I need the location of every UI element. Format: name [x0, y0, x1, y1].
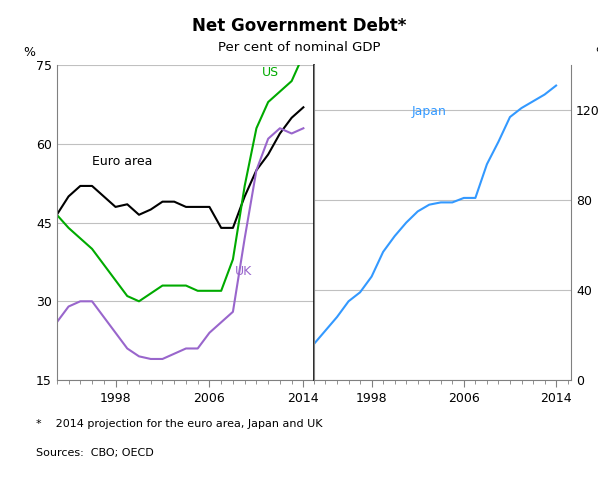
- Text: Euro area: Euro area: [92, 155, 152, 168]
- Text: Per cent of nominal GDP: Per cent of nominal GDP: [218, 41, 380, 54]
- Text: UK: UK: [235, 265, 252, 278]
- Text: %: %: [23, 46, 35, 59]
- Text: %: %: [595, 46, 598, 59]
- Text: US: US: [263, 66, 279, 79]
- Text: Net Government Debt*: Net Government Debt*: [192, 17, 406, 35]
- Text: Sources:  CBO; OECD: Sources: CBO; OECD: [36, 448, 154, 458]
- Text: *    2014 projection for the euro area, Japan and UK: * 2014 projection for the euro area, Jap…: [36, 419, 322, 429]
- Text: Japan: Japan: [412, 105, 447, 118]
